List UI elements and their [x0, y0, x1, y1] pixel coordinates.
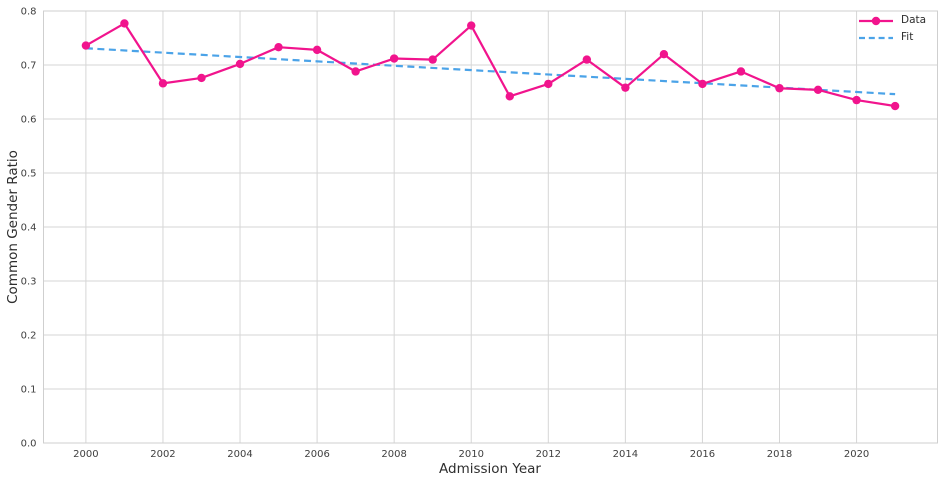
y-tick-labels: 0.0 0.1 0.2 0.3 0.4 0.5 0.6 0.7 0.8 [21, 7, 37, 450]
data-point [274, 42, 283, 52]
svg-text:2000: 2000 [73, 449, 98, 460]
svg-text:2012: 2012 [536, 449, 561, 460]
data-point [698, 79, 707, 89]
data-point [775, 84, 784, 93]
y-axis-label: Common Gender Ratio [5, 150, 21, 304]
data-point [81, 41, 91, 50]
data-point [736, 67, 746, 76]
data-point [505, 92, 514, 101]
data-point [120, 19, 129, 28]
legend-item-data: Data [859, 14, 926, 27]
data-point [813, 85, 823, 95]
x-axis-label: Admission Year [439, 461, 541, 477]
svg-text:0.2: 0.2 [21, 331, 37, 342]
data-point [659, 50, 669, 59]
legend-label-fit: Fit [901, 31, 914, 43]
data-point [197, 73, 206, 83]
data-point [544, 79, 553, 89]
svg-text:0.8: 0.8 [21, 7, 37, 18]
legend-label-data: Data [901, 14, 927, 26]
svg-text:2016: 2016 [690, 449, 715, 460]
data-markers [81, 19, 900, 111]
svg-text:2004: 2004 [227, 449, 252, 460]
fit-line [85, 47, 896, 96]
svg-text:2002: 2002 [150, 449, 175, 460]
data-series-line-icon [859, 16, 893, 25]
legend: Data Fit [859, 14, 926, 44]
data-line [85, 22, 896, 108]
svg-text:0.3: 0.3 [21, 277, 37, 288]
data-point [351, 67, 360, 76]
svg-text:2014: 2014 [613, 449, 638, 460]
data-point [852, 95, 861, 105]
data-point [621, 83, 630, 92]
svg-text:0.6: 0.6 [21, 115, 37, 126]
data-point [312, 45, 322, 55]
svg-text:0.7: 0.7 [21, 61, 37, 72]
data-point [890, 101, 900, 111]
data-point [389, 54, 399, 63]
fit-series-line-icon [859, 36, 893, 39]
data-point [158, 79, 168, 88]
svg-text:2010: 2010 [459, 449, 484, 460]
data-point [235, 59, 245, 69]
svg-text:2006: 2006 [304, 449, 329, 460]
svg-text:2008: 2008 [381, 449, 406, 460]
data-point [428, 55, 437, 64]
data-point [467, 21, 476, 30]
svg-text:0.4: 0.4 [21, 223, 37, 234]
plot-border [43, 10, 938, 444]
svg-text:0.1: 0.1 [21, 385, 37, 396]
svg-text:0.0: 0.0 [21, 439, 37, 450]
svg-text:2020: 2020 [844, 449, 869, 460]
svg-text:0.5: 0.5 [21, 169, 37, 180]
data-point [582, 55, 592, 64]
gridlines [43, 10, 938, 444]
x-tick-labels: 2000 2002 2004 2006 2008 2010 2012 2014 2016 2018… [73, 449, 869, 460]
legend-item-fit: Fit [859, 31, 926, 44]
svg-text:2018: 2018 [767, 449, 792, 460]
